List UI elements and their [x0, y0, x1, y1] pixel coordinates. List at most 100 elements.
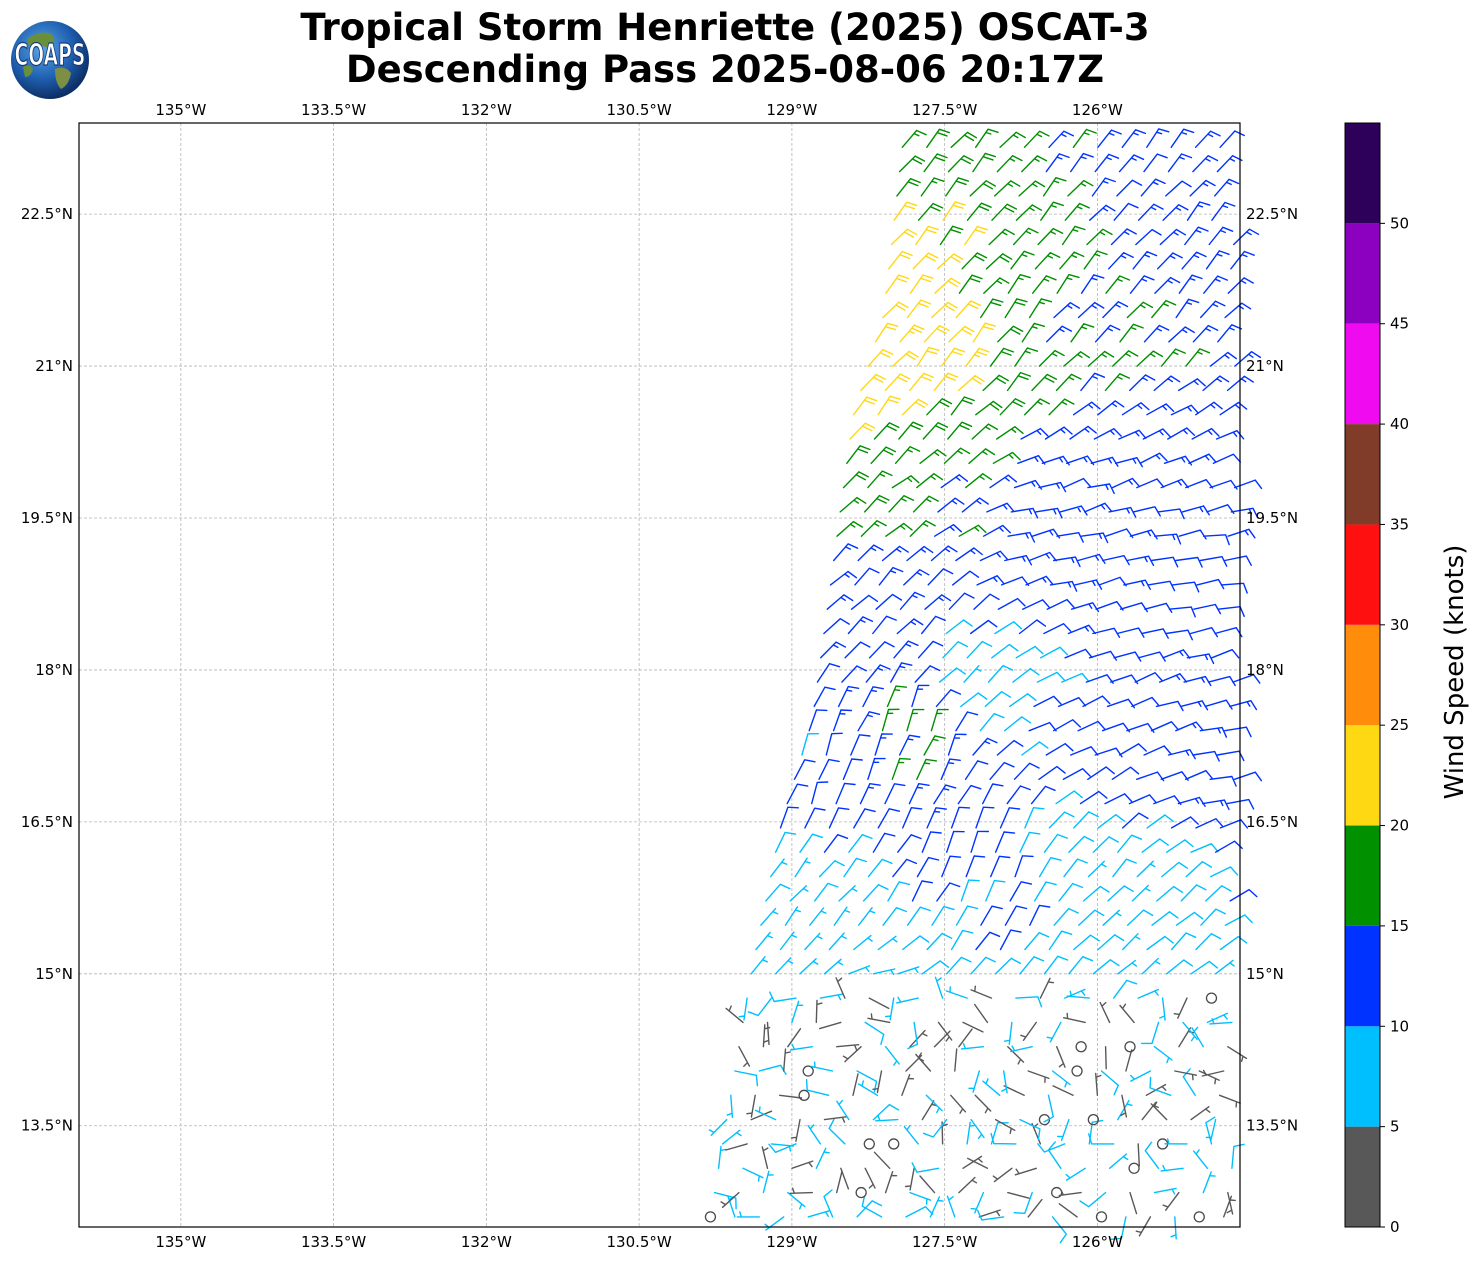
wind-barb [1129, 275, 1155, 294]
wind-barb [917, 202, 944, 221]
wind-barb [1224, 726, 1252, 738]
wind-barb [909, 1191, 932, 1205]
wind-barb [1191, 427, 1220, 440]
colorbar-tick-label: 15 [1390, 917, 1409, 935]
wind-barb [997, 325, 1024, 343]
wind-barb [1165, 180, 1192, 197]
wind-barb [916, 346, 940, 367]
wind-barb [923, 735, 946, 756]
wind-barb [1170, 404, 1199, 416]
wind-barb [1058, 882, 1084, 902]
wind-barb [1155, 700, 1184, 712]
wind-barb [1010, 1045, 1033, 1053]
wind-barb [1230, 507, 1259, 519]
wind-barb [1199, 726, 1228, 738]
wind-barb [903, 569, 930, 586]
wind-barb [1206, 504, 1235, 514]
wind-barb [1104, 1046, 1107, 1070]
wind-barb [1192, 750, 1220, 762]
wind-barb [1101, 555, 1130, 566]
wind-barb [1202, 799, 1230, 811]
wind-barb [787, 1191, 806, 1210]
wind-barb [736, 1211, 760, 1218]
wind-barb [791, 1000, 804, 1024]
wind-barb [1224, 302, 1252, 319]
wind-barb [975, 931, 1001, 951]
wind-barb [816, 663, 841, 683]
wind-barb [1209, 775, 1237, 787]
wind-barb [931, 905, 955, 926]
wind-barb [893, 201, 918, 221]
wind-barb [774, 831, 797, 853]
wind-barb [982, 374, 1009, 392]
map-axis-ticks: 135°W 135°W 133.5°W 133.5°W 132°W 132°W 130.5°… [21, 101, 1298, 1251]
wind-barb [1153, 795, 1182, 805]
wind-barb [1040, 646, 1069, 659]
wind-barb [839, 496, 867, 513]
wind-barb [1219, 130, 1245, 148]
wind-barb [1045, 743, 1074, 756]
lat-tick-label-left: 19.5°N [21, 509, 73, 527]
wind-barb [1178, 274, 1203, 294]
wind-barb [947, 733, 967, 756]
wind-barb [1027, 1070, 1050, 1083]
wind-barb [1129, 529, 1158, 540]
wind-barb [1164, 1138, 1188, 1145]
wind-barb [1200, 300, 1226, 319]
wind-barb [936, 882, 961, 902]
wind-barb [1037, 1143, 1066, 1153]
wind-barb [1024, 807, 1045, 829]
wind-barb [992, 451, 1021, 464]
wind-barb [1028, 298, 1053, 319]
wind-barb [1028, 551, 1057, 562]
colorbar-bin [1345, 624, 1380, 726]
wind-barb [842, 471, 869, 489]
wind-barb [1021, 155, 1048, 173]
wind-barb [920, 177, 945, 197]
wind-barb [861, 1195, 883, 1218]
wind-barb [1210, 866, 1239, 878]
wind-barb [1055, 790, 1083, 805]
lat-tick-label-left: 15°N [35, 965, 73, 983]
wind-barb [1018, 180, 1046, 197]
wind-barb [1193, 1149, 1209, 1169]
wind-barb [1111, 766, 1140, 780]
wind-barb [1168, 606, 1196, 618]
wind-barb [1143, 324, 1170, 343]
calm-wind-circle [1071, 1065, 1083, 1077]
wind-barb [1233, 228, 1260, 246]
wind-barb [994, 831, 1016, 853]
wind-barb [1174, 1070, 1198, 1081]
wind-barb [930, 545, 958, 562]
wind-barb [903, 1124, 919, 1145]
wind-barb [1175, 721, 1204, 732]
colorbar-label: Wind Speed (knots) [1440, 545, 1470, 800]
wind-barb [725, 1143, 748, 1151]
wind-barb [1116, 179, 1143, 197]
wind-barb [975, 128, 999, 148]
wind-barb [1053, 556, 1081, 568]
wind-barb [969, 619, 998, 635]
wind-barb [1234, 351, 1262, 367]
wind-barb [783, 1048, 791, 1072]
wind-barb [1013, 479, 1043, 490]
wind-barb [1150, 556, 1179, 568]
wind-barb [1077, 553, 1106, 564]
wind-barb [884, 1171, 898, 1194]
wind-barb [896, 618, 924, 635]
wind-barb [1092, 627, 1121, 638]
wind-barb [842, 1046, 862, 1063]
lat-tick-label-right: 18°N [1246, 661, 1284, 679]
wind-barb [1017, 455, 1046, 465]
calm-wind-circle [1193, 1211, 1205, 1223]
wind-barb [1157, 508, 1185, 520]
wind-barb [779, 806, 799, 829]
calm-wind-circle [802, 1065, 814, 1077]
chart-title-line-2: Descending Pass 2025-08-06 20:17Z [345, 48, 1105, 91]
wind-barb [1211, 649, 1240, 659]
wind-barb [996, 426, 1024, 440]
wind-barb [864, 494, 890, 513]
wind-barb [1046, 598, 1075, 610]
wind-barb [1093, 428, 1122, 440]
